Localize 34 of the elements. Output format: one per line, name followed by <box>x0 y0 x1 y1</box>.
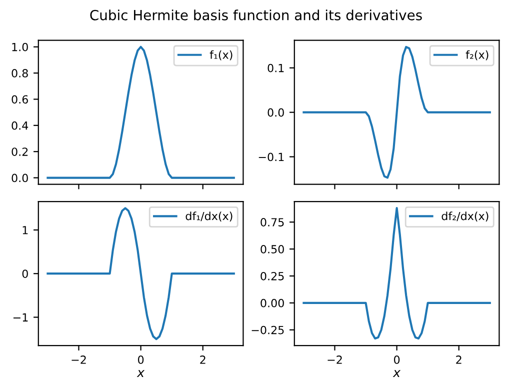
x-tick-label: 2 <box>456 356 462 364</box>
y-tick-label: −0.25 <box>252 326 284 334</box>
line-series <box>302 46 491 179</box>
y-tick-label: 0.0 <box>268 108 284 117</box>
y-tick-label: −0.1 <box>258 152 284 162</box>
y-tick-label: 0.50 <box>260 245 284 254</box>
legend-label: f₁(x) <box>210 50 232 60</box>
legend-label: f₂(x) <box>466 50 488 60</box>
x-tick-label: −2 <box>328 356 342 364</box>
y-tick-label: 0.0 <box>12 174 28 182</box>
line-series <box>302 207 491 340</box>
x-tick-label: 2 <box>200 356 206 364</box>
y-tick-label: 0.25 <box>260 272 284 280</box>
line-series <box>46 207 235 340</box>
legend-label: df₂/dx(x) <box>442 212 488 222</box>
y-tick-label: 0.75 <box>260 218 284 226</box>
y-tick-label: 0.00 <box>260 298 284 308</box>
x-tick-label: 0 <box>138 356 144 364</box>
line-series <box>46 46 235 179</box>
x-tick-label: 0 <box>394 356 400 364</box>
y-tick-label: 0.2 <box>12 148 28 156</box>
y-tick-label: −1 <box>13 313 28 322</box>
y-tick-label: 0 <box>22 270 28 278</box>
y-tick-label: 0.6 <box>12 95 28 104</box>
legend-label: df₁/dx(x) <box>186 212 232 222</box>
y-tick-label: 1.0 <box>12 42 28 52</box>
y-tick-label: 0.4 <box>12 121 28 130</box>
y-tick-label: 1 <box>22 226 28 234</box>
x-tick-label: −2 <box>72 356 86 364</box>
x-axis-title: x <box>392 370 401 377</box>
x-axis-title: x <box>136 370 145 377</box>
y-tick-label: 0.1 <box>268 64 284 72</box>
y-tick-label: 0.8 <box>12 69 28 78</box>
chart-title: Cubic Hermite basis function and its derivatives <box>90 10 422 20</box>
